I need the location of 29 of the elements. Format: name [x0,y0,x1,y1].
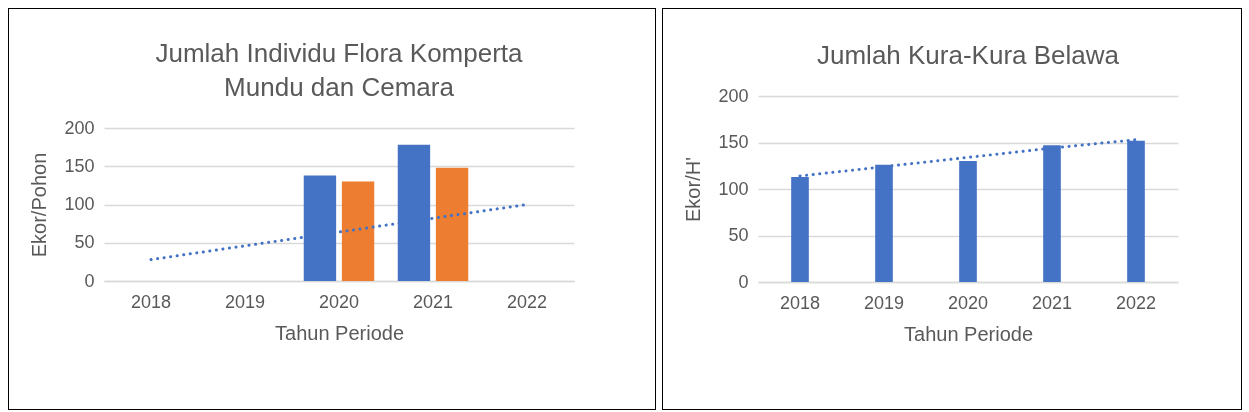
x-tick-label: 2019 [863,292,905,313]
y-tick-label: 200 [64,117,95,138]
y-tick-label: 100 [718,178,749,199]
x-tick-label: 2021 [412,291,454,312]
y-tick-label: 50 [74,232,95,253]
x-tick-label: 2022 [506,291,548,312]
x-tick-label: 2020 [947,292,989,313]
x-tick-label: 2021 [1031,292,1073,313]
x-tick-label: 2018 [779,292,821,313]
bar [959,161,977,282]
y-tick-label: 150 [64,155,95,176]
x-tick-label: 2020 [318,291,360,312]
y-axis-title: Ekor/H' [682,157,705,222]
chart-title: Jumlah Individu Flora Komperta Mundu dan Cemara [155,38,524,102]
y-tick-label: 200 [718,85,749,106]
y-axis-title: Ekor/Pohon [28,152,51,258]
bar [435,167,469,281]
x-tick-label: 2022 [1115,292,1157,313]
x-axis-title: Tahun Periode [904,322,1033,345]
y-tick-label: 150 [718,132,749,152]
y-tick-label: 100 [64,194,95,214]
y-tick-label: 50 [728,225,749,245]
y-tick-label: 0 [738,271,749,292]
y-tick-label: 0 [84,270,95,291]
x-tick-label: 2018 [130,291,172,312]
x-tick-label: 2019 [224,291,266,312]
chart-title: Jumlah Kura-Kura Belawa [816,40,1120,70]
x-axis-title: Tahun Periode [275,321,404,344]
bar [341,181,375,281]
